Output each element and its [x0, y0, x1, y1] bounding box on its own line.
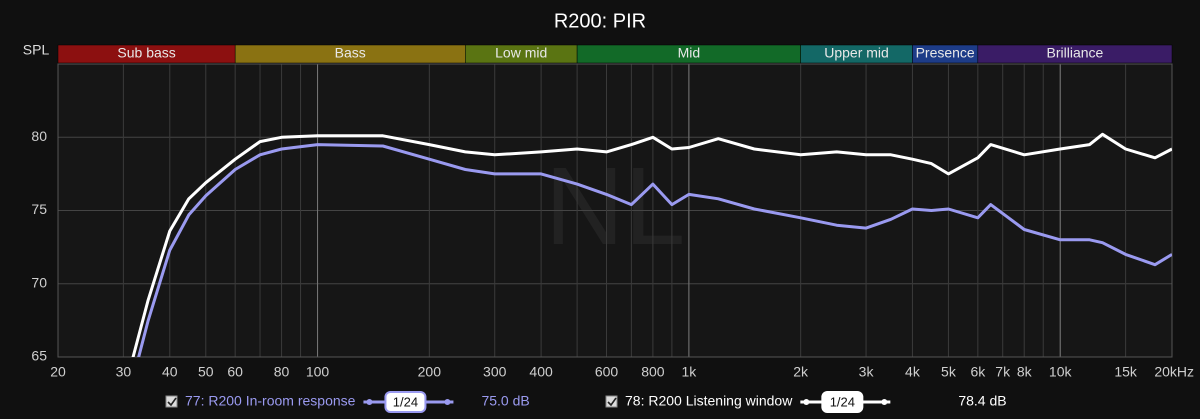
x-tick-label: 80	[274, 364, 290, 380]
legend-checkbox	[165, 395, 178, 408]
legend-value: 75.0 dB	[481, 393, 529, 409]
watermark: NL	[545, 145, 686, 268]
x-tick-label: 400	[529, 364, 553, 380]
chart-title: R200: PIR	[554, 10, 646, 32]
smoothing-label: 1/24	[830, 394, 855, 409]
x-tick-label: 800	[641, 364, 665, 380]
x-tick-label: 50	[198, 364, 214, 380]
x-tick-label: 40	[162, 364, 178, 380]
legend-dot	[444, 399, 451, 405]
legend-dot	[803, 399, 810, 405]
x-tick-label: 60	[227, 364, 243, 380]
x-tick-label: 1k	[681, 364, 697, 380]
legend-dot	[881, 399, 888, 405]
band	[977, 44, 1173, 64]
series-line	[137, 143, 1172, 357]
x-tick-label: 30	[116, 364, 132, 380]
x-tick-label: 10k	[1049, 364, 1073, 380]
y-tick-label: 75	[31, 201, 47, 217]
smoothing-box	[384, 391, 427, 413]
band-label: Low mid	[495, 45, 547, 61]
smoothing-box	[821, 391, 864, 413]
band-label: Bass	[335, 45, 366, 61]
x-tick-label: 200	[418, 364, 442, 380]
y-axis-label: SPL	[23, 42, 50, 58]
x-tick-label: 2k	[793, 364, 809, 380]
x-tick-label: 100	[306, 364, 330, 380]
x-tick-label: 600	[595, 364, 619, 380]
series-line	[131, 132, 1172, 357]
x-tick-label: 7k	[995, 364, 1011, 380]
y-tick-label: 70	[31, 274, 47, 290]
x-tick-label: 5k	[941, 364, 957, 380]
x-tick-label: 8k	[1017, 364, 1033, 380]
legend-check	[167, 397, 177, 407]
legend-label: 78: R200 Listening window	[625, 393, 793, 409]
band-label: Upper mid	[824, 45, 889, 61]
x-tick-label: 3k	[859, 364, 875, 380]
legend-value: 78.4 dB	[958, 393, 1006, 409]
x-tick-label: 15k	[1114, 364, 1138, 380]
x-tick-label: 4k	[905, 364, 921, 380]
y-tick-label: 65	[31, 348, 47, 364]
legend-checkbox	[605, 395, 618, 408]
band-label: Mid	[678, 45, 701, 61]
legend-dot	[366, 399, 373, 405]
smoothing-label: 1/24	[393, 394, 418, 409]
x-tick-label: 6k	[970, 364, 986, 380]
x-tick-label: 20	[50, 364, 66, 380]
band-label: Sub bass	[117, 45, 175, 61]
x-tick-label: 300	[483, 364, 507, 380]
legend-check	[607, 397, 617, 407]
legend-label: 77: R200 In-room response	[185, 393, 356, 409]
band-label: Presence	[916, 45, 975, 61]
band-label: Brilliance	[1047, 45, 1104, 61]
plot-border	[57, 63, 1173, 358]
x-tick-label: 20kHz	[1154, 364, 1194, 380]
y-tick-label: 80	[31, 128, 47, 144]
